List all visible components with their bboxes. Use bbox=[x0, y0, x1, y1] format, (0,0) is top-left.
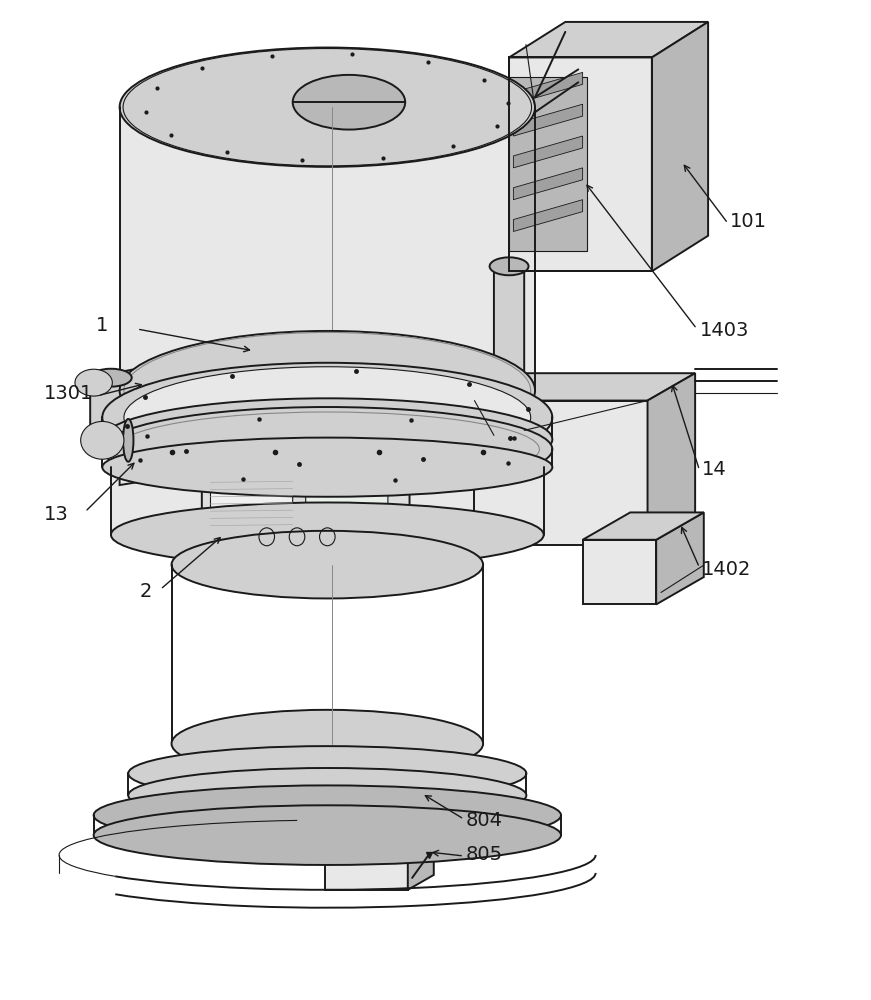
Ellipse shape bbox=[75, 369, 112, 396]
Polygon shape bbox=[509, 57, 652, 271]
Polygon shape bbox=[119, 107, 535, 391]
Ellipse shape bbox=[172, 531, 483, 598]
Polygon shape bbox=[475, 373, 695, 401]
Ellipse shape bbox=[119, 331, 535, 450]
Polygon shape bbox=[513, 72, 583, 104]
Ellipse shape bbox=[111, 502, 544, 567]
Text: 804: 804 bbox=[466, 811, 503, 830]
Polygon shape bbox=[647, 373, 695, 545]
Polygon shape bbox=[119, 401, 196, 425]
Text: 1: 1 bbox=[97, 316, 109, 335]
Ellipse shape bbox=[102, 438, 552, 497]
Ellipse shape bbox=[293, 75, 405, 130]
Polygon shape bbox=[102, 418, 128, 458]
Polygon shape bbox=[583, 512, 704, 540]
Polygon shape bbox=[325, 850, 408, 890]
Polygon shape bbox=[509, 22, 708, 57]
Polygon shape bbox=[513, 136, 583, 168]
Polygon shape bbox=[211, 467, 293, 533]
Polygon shape bbox=[259, 450, 276, 468]
Text: 1403: 1403 bbox=[699, 321, 749, 340]
Ellipse shape bbox=[102, 363, 552, 472]
Polygon shape bbox=[319, 798, 414, 835]
Text: 1301: 1301 bbox=[44, 384, 94, 403]
Ellipse shape bbox=[119, 48, 535, 167]
Polygon shape bbox=[202, 448, 409, 545]
Polygon shape bbox=[652, 22, 708, 271]
Ellipse shape bbox=[94, 785, 561, 845]
Polygon shape bbox=[111, 467, 544, 535]
Polygon shape bbox=[300, 450, 318, 468]
Text: 2: 2 bbox=[139, 582, 152, 601]
Ellipse shape bbox=[123, 419, 133, 462]
Polygon shape bbox=[656, 512, 704, 604]
Polygon shape bbox=[306, 467, 388, 527]
Text: 1402: 1402 bbox=[702, 560, 752, 579]
Polygon shape bbox=[325, 835, 434, 850]
Ellipse shape bbox=[128, 746, 526, 801]
Polygon shape bbox=[180, 401, 196, 475]
Polygon shape bbox=[513, 104, 583, 136]
Ellipse shape bbox=[102, 398, 552, 480]
Polygon shape bbox=[509, 77, 587, 251]
Text: 805: 805 bbox=[466, 845, 503, 864]
Ellipse shape bbox=[102, 407, 552, 492]
Ellipse shape bbox=[124, 367, 530, 468]
Polygon shape bbox=[342, 450, 360, 468]
Text: 14: 14 bbox=[702, 460, 726, 479]
Polygon shape bbox=[513, 200, 583, 232]
Ellipse shape bbox=[490, 257, 529, 275]
Ellipse shape bbox=[128, 768, 526, 823]
Polygon shape bbox=[583, 540, 656, 604]
Ellipse shape bbox=[81, 421, 124, 459]
Text: 101: 101 bbox=[730, 212, 766, 231]
Ellipse shape bbox=[172, 710, 483, 777]
Polygon shape bbox=[494, 261, 524, 435]
Ellipse shape bbox=[94, 805, 561, 865]
Polygon shape bbox=[319, 783, 440, 798]
Polygon shape bbox=[408, 835, 434, 890]
Polygon shape bbox=[332, 803, 403, 830]
Ellipse shape bbox=[91, 369, 132, 387]
Polygon shape bbox=[119, 415, 180, 485]
Polygon shape bbox=[475, 401, 647, 545]
Polygon shape bbox=[414, 783, 440, 835]
Text: 13: 13 bbox=[44, 505, 69, 524]
Polygon shape bbox=[513, 168, 583, 200]
Polygon shape bbox=[91, 370, 132, 440]
Polygon shape bbox=[218, 450, 234, 468]
